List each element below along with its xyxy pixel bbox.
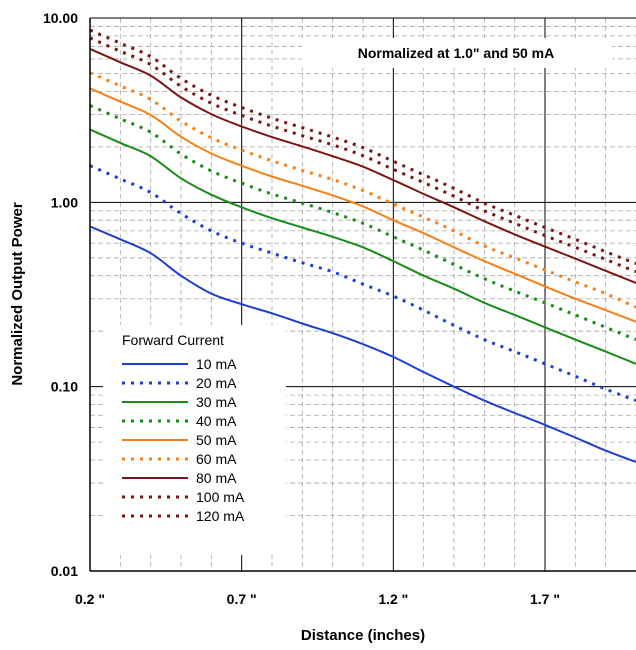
legend-label-40ma: 40 mA xyxy=(196,413,237,429)
x-tick-label: 1.7 " xyxy=(530,591,560,607)
series-line-80ma xyxy=(89,47,636,284)
series-line-20ma xyxy=(89,164,636,403)
legend-label-100ma: 100 mA xyxy=(196,489,245,505)
series-line-60ma xyxy=(89,71,636,309)
legend-label-80ma: 80 mA xyxy=(196,470,237,486)
series-line-10ma xyxy=(89,225,636,463)
y-tick-label: 0.01 xyxy=(51,563,78,579)
legend-label-60ma: 60 mA xyxy=(196,451,237,467)
y-axis-title: Normalized Output Power xyxy=(9,202,26,386)
legend-label-120ma: 120 mA xyxy=(196,508,245,524)
y-tick-label: 10.00 xyxy=(43,10,78,26)
series-line-40ma xyxy=(89,104,636,341)
y-tick-labels: 0.01 0.10 1.00 10.00 xyxy=(43,10,78,579)
series-line-100ma xyxy=(89,36,636,274)
x-tick-label: 0.7 " xyxy=(227,591,257,607)
y-tick-label: 1.00 xyxy=(51,194,78,210)
legend-label-20ma: 20 mA xyxy=(196,375,237,391)
series-layer xyxy=(89,28,636,463)
x-tick-label: 1.2 " xyxy=(378,591,408,607)
legend-label-10ma: 10 mA xyxy=(196,356,237,372)
legend-label-50ma: 50 mA xyxy=(196,432,237,448)
series-line-120ma xyxy=(89,28,636,265)
legend: Forward Current 10 mA 20 mA 30 mA 40 mA 50 m… xyxy=(103,325,286,555)
series-line-30ma xyxy=(89,128,636,365)
x-tick-label: 0.2 " xyxy=(75,591,105,607)
chart-annotation: Normalized at 1.0" and 50 mA xyxy=(358,45,554,61)
annotation-background xyxy=(302,38,612,68)
x-axis-title: Distance (inches) xyxy=(301,627,425,644)
legend-label-30ma: 30 mA xyxy=(196,394,237,410)
legend-title: Forward Current xyxy=(122,332,224,348)
legend-items: 10 mA 20 mA 30 mA 40 mA 50 mA 60 mA 80 mA 100 m… xyxy=(122,356,245,524)
y-tick-label: 0.10 xyxy=(51,379,78,395)
series-line-50ma xyxy=(89,87,636,323)
x-tick-labels: 0.2 " 0.7 " 1.2 " 1.7 " xyxy=(75,591,560,607)
